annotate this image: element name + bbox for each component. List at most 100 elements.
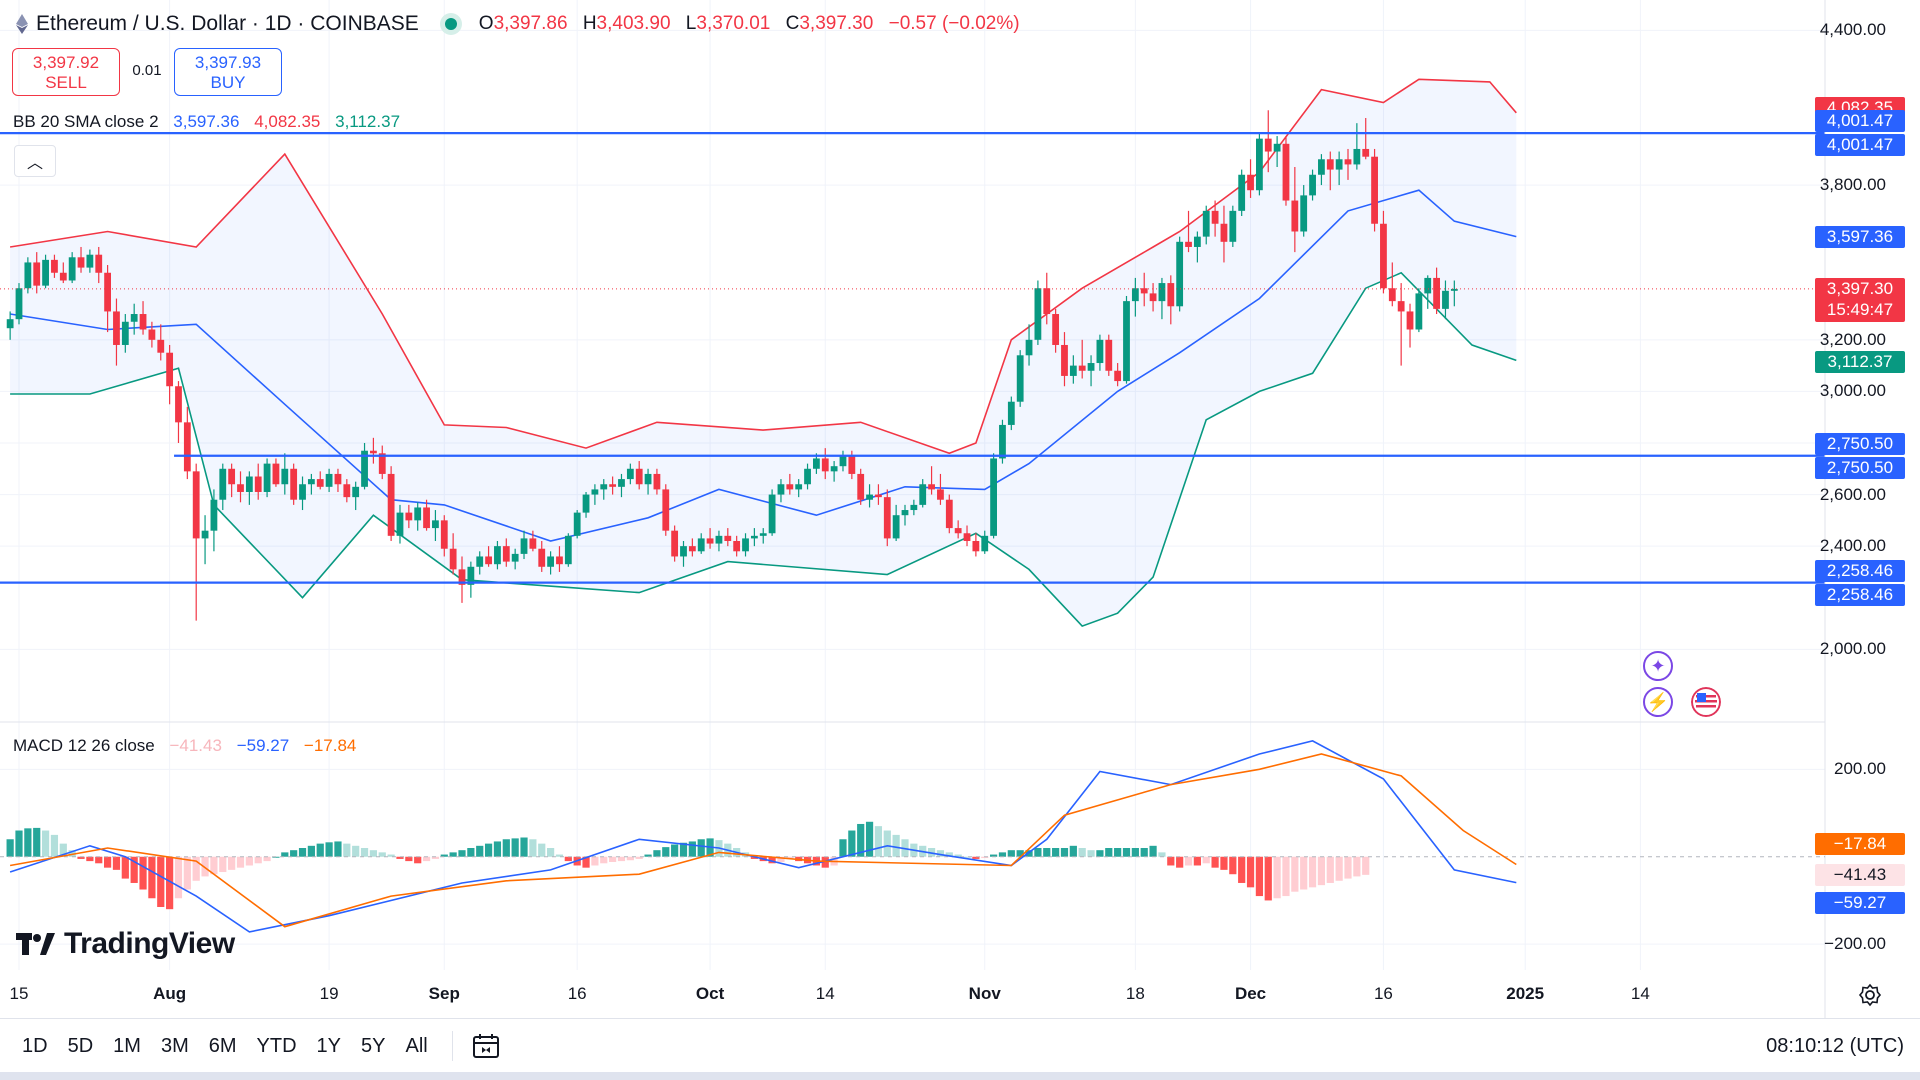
macd-histogram-bar	[396, 856, 404, 859]
price-label-last: 3,397.30 15:49:47	[1815, 277, 1905, 322]
macd-histogram-bar	[555, 854, 564, 857]
calendar-range-icon[interactable]	[471, 1031, 501, 1061]
macd-histogram-bar	[883, 830, 891, 857]
macd-label-hist: −41.43	[1815, 863, 1905, 886]
symbol-title[interactable]: Ethereum / U.S. Dollar · 1D · COINBASE	[36, 12, 419, 35]
macd-histogram-bar	[547, 848, 555, 857]
candle	[759, 528, 767, 544]
timeframe-1y[interactable]: 1Y	[316, 1034, 342, 1057]
candle	[1025, 324, 1033, 366]
candle	[104, 265, 111, 333]
candle	[715, 530, 723, 552]
sell-button[interactable]: 3,397.92 SELL	[12, 48, 120, 96]
macd-histogram-bar	[440, 854, 448, 857]
time-tick-label: 18	[1125, 984, 1145, 1003]
buy-button[interactable]: 3,397.93 BUY	[174, 48, 282, 96]
sparkle-icon[interactable]: ✦	[1643, 651, 1673, 681]
macd-histogram-bar	[316, 843, 324, 857]
macd-histogram-bar	[325, 842, 333, 857]
macd-histogram-bar	[263, 856, 271, 862]
timeframe-ytd[interactable]: YTD	[256, 1034, 297, 1057]
macd-histogram-bar	[139, 856, 147, 890]
candle	[1442, 280, 1449, 320]
macd-histogram-bar	[236, 856, 245, 868]
bollinger-upper-line	[9, 78, 1517, 455]
macd-histogram-bar	[334, 841, 342, 857]
macd-histogram	[6, 821, 1370, 910]
candle	[1415, 288, 1423, 333]
macd-histogram-bar	[405, 856, 413, 862]
tradingview-mark-icon	[16, 933, 55, 955]
candle	[175, 381, 182, 443]
candle	[272, 458, 280, 487]
candle	[1061, 332, 1068, 387]
gear-icon[interactable]	[1858, 983, 1882, 1007]
candle	[1397, 283, 1405, 366]
collapse-legend-button[interactable]: ︿	[14, 145, 56, 177]
candle	[121, 314, 129, 353]
tradingview-logo[interactable]: TradingView	[16, 926, 235, 962]
macd-legend[interactable]: MACD 12 26 close −41.43 −59.27 −17.84	[13, 736, 356, 756]
macd-histogram-bar	[1211, 856, 1219, 868]
macd-histogram-bar	[121, 856, 129, 879]
candle	[547, 551, 554, 575]
candle	[183, 406, 191, 480]
price-label-lower: 3,112.37	[1815, 351, 1905, 374]
candle	[1247, 159, 1254, 198]
macd-histogram-bar	[1105, 848, 1113, 857]
candle	[910, 499, 918, 516]
candle	[1131, 277, 1139, 317]
candle	[139, 301, 147, 335]
macd-histogram-bar	[343, 843, 351, 857]
macd-histogram-bar	[582, 856, 590, 868]
price-tick-label: 3,200.00	[1819, 329, 1886, 349]
timeframe-5y[interactable]: 5Y	[361, 1034, 386, 1057]
timeframe-1m[interactable]: 1M	[113, 1034, 141, 1057]
timeframe-all[interactable]: All	[405, 1034, 428, 1057]
utc-clock[interactable]: 08:10:12 (UTC)	[1766, 1034, 1904, 1057]
macd-histogram-bar	[1362, 856, 1370, 875]
bb-legend[interactable]: BB 20 SMA close 2 3,597.36 4,082.35 3,11…	[13, 112, 400, 132]
time-tick-label: Oct	[695, 984, 725, 1003]
us-flag-icon[interactable]	[1691, 687, 1721, 717]
candle	[1264, 110, 1272, 173]
lightning-icon[interactable]: ⚡	[1643, 687, 1673, 717]
horizontal-lines[interactable]	[0, 132, 1825, 584]
macd-histogram-bar	[210, 856, 218, 875]
high-value: 3,403.90	[596, 13, 671, 34]
timeframe-3m[interactable]: 3M	[160, 1034, 189, 1057]
macd-histogram-bar	[564, 856, 572, 862]
macd-histogram-bar	[298, 848, 307, 857]
time-tick-label: Nov	[968, 984, 1001, 1003]
macd-histogram-bar	[414, 856, 422, 864]
macd-histogram-bar	[688, 841, 696, 857]
macd-histogram-bar	[1034, 848, 1042, 857]
window-bottom-edge	[0, 1072, 1920, 1080]
candle	[1016, 350, 1024, 407]
candle	[1380, 210, 1387, 294]
candle	[1362, 118, 1370, 160]
macd-histogram-bar	[786, 856, 794, 859]
timeframe-1d[interactable]: 1D	[22, 1034, 48, 1057]
candle	[1007, 396, 1015, 431]
bollinger-band-fill	[10, 79, 1517, 627]
price-label-line: 4,001.47	[1815, 110, 1905, 133]
macd-histogram-bar	[671, 844, 679, 857]
macd-histogram-bar	[1114, 848, 1122, 857]
candle	[609, 476, 617, 495]
macd-histogram-bar	[821, 856, 829, 868]
candle	[290, 463, 298, 505]
timeframe-6m[interactable]: 6M	[208, 1034, 237, 1057]
macd-histogram-bar	[1193, 856, 1201, 866]
price-tick-label: 3,000.00	[1819, 381, 1886, 401]
macd-histogram-bar	[892, 834, 900, 857]
chevron-up-icon: ︿	[26, 155, 43, 172]
price-label-line: 2,750.50	[1815, 432, 1905, 455]
candle	[42, 254, 49, 289]
timeframe-5d[interactable]: 5D	[67, 1034, 94, 1057]
macd-histogram-bar	[1229, 856, 1237, 875]
candle	[396, 504, 404, 544]
macd-histogram-bar	[777, 856, 785, 862]
market-status-icon[interactable]	[444, 18, 457, 30]
